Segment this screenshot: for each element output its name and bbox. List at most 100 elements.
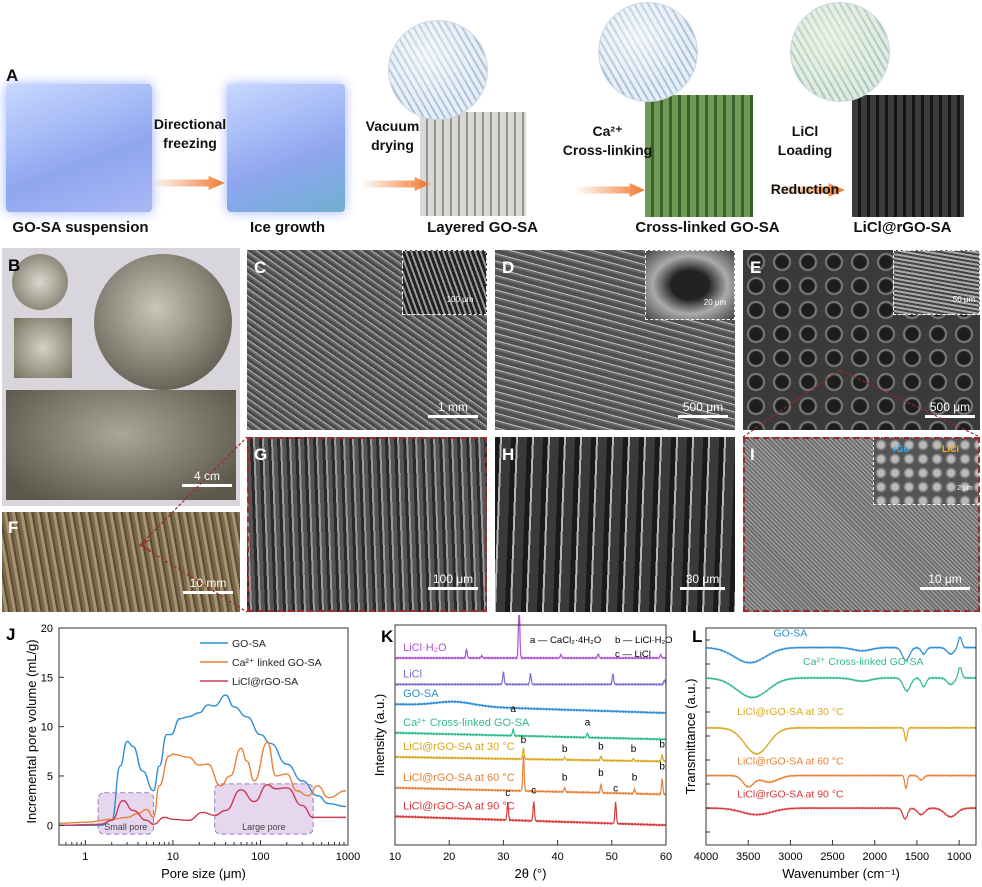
inset-label-licl: LiCl	[942, 444, 959, 454]
panel-label-l: L	[692, 627, 703, 646]
sample-disc-large	[94, 254, 232, 390]
scale-label: 10 μm	[928, 572, 962, 586]
stage-label: Ice growth	[249, 219, 325, 236]
inset-label-rgo: rGo	[893, 444, 910, 454]
step-ca-cross-linking: Ca²⁺ Cross-linking	[560, 122, 655, 160]
zoom-region-border-g	[247, 437, 487, 612]
go-sa-suspension-cube	[6, 84, 152, 212]
scale-label: 2 μm	[957, 485, 973, 492]
stage-label: Layered GO-SA	[427, 219, 538, 236]
series-label: LiCl@rGO-SA at 90 °C	[737, 788, 844, 800]
step-line: Cross-linking	[562, 142, 653, 158]
y-tick-label: 0	[47, 820, 53, 832]
series-label: LiCl@rGO-SA at 60 °C	[403, 772, 515, 784]
series-label: LiCl@rGO-SA at 90 °C	[403, 800, 515, 812]
xrd-pattern	[394, 801, 667, 827]
x-tick-label: 1000	[947, 851, 971, 863]
xrd-pattern	[394, 747, 667, 764]
y-axis-label: Intensity (a.u.)	[372, 694, 387, 776]
peak-marker: b	[631, 744, 637, 755]
ca-molecular-structure-zoom	[598, 2, 698, 102]
y-axis-label: Transmittance (a.u.)	[683, 679, 698, 795]
legend-label: Ca²⁺ linked GO-SA	[232, 657, 322, 669]
phase-key: b — LiCl·H₂O	[615, 635, 673, 646]
y-tick-label: 10	[41, 722, 53, 734]
plot-frame	[394, 624, 667, 846]
xrd-pattern	[394, 671, 667, 687]
zoom-region-border-i	[743, 437, 980, 612]
plot-frame	[58, 627, 349, 846]
phase-key: a — CaCl₂·4H₂O	[530, 635, 601, 646]
series-line-go-sa	[58, 694, 347, 826]
arrow-icon	[575, 183, 645, 197]
scale-bar-i: 10 μm	[920, 572, 970, 590]
ftir-spectrum	[705, 773, 977, 791]
x-axis-label: 2θ (°)	[515, 866, 547, 881]
licl-rgo-sa-block	[852, 95, 964, 217]
peak-marker: c	[505, 788, 510, 799]
panel-label-a: A	[6, 66, 19, 85]
scale-bar-f: 10 mm	[183, 576, 233, 594]
scale-bar-c: 1 mm	[428, 400, 478, 418]
sem-image-h	[495, 437, 735, 612]
step-line: Loading	[777, 142, 833, 158]
peak-marker: b	[598, 768, 604, 779]
panel-label-c: C	[254, 258, 267, 277]
peak-marker: b	[659, 761, 665, 772]
series-label: LiCl@rGO-SA at 30 °C	[737, 706, 844, 718]
peak-marker: c	[531, 786, 536, 797]
peak-marker: a	[510, 704, 516, 715]
panel-label-f: F	[8, 518, 19, 537]
inset-d	[645, 250, 735, 320]
step-licl-loading-reduction: LiCl Loading Reduction	[765, 122, 845, 199]
peak-marker: c	[613, 783, 618, 794]
xrd-pattern	[394, 615, 666, 660]
x-axis-label: Wavenumber (cm⁻¹)	[782, 866, 900, 881]
x-tick-label: 1	[82, 851, 88, 863]
step-directional-freezing: Directional freezing	[145, 115, 235, 153]
ftir-spectrum	[705, 726, 977, 756]
panel-label-i: I	[750, 445, 755, 464]
x-tick-label: 2000	[863, 851, 887, 863]
legend-label: LiCl@rGO-SA	[232, 676, 298, 688]
panel-label-k: K	[381, 627, 394, 646]
x-tick-label: 2500	[820, 851, 844, 863]
y-axis-label: Incremental pore volume (mL/g)	[24, 639, 39, 823]
inset-c	[402, 250, 487, 315]
inset-e	[893, 250, 980, 315]
scale-bar-e: 500 μm	[925, 400, 975, 418]
step-line: LiCl	[791, 123, 819, 139]
peak-marker: a	[585, 717, 591, 728]
scale-label: 1 mm	[438, 400, 468, 414]
panel-label-g: G	[254, 445, 268, 464]
y-tick-label: 20	[41, 623, 53, 635]
scale-label: 50 μm	[952, 295, 976, 304]
cross-linked-go-sa-block	[645, 95, 753, 217]
x-tick-label: 20	[443, 851, 455, 863]
xrd-pattern	[394, 755, 667, 796]
peak-marker: b	[632, 772, 638, 783]
peak-marker: b	[598, 742, 604, 753]
scale-label: 500 μm	[929, 400, 971, 414]
phase-key: c — LiCl	[615, 649, 651, 660]
scale-label: 100 μm	[432, 572, 474, 586]
arrow-icon	[360, 177, 430, 191]
panel-label-e: E	[750, 258, 762, 277]
inset-scale-bar-e: 50 μm	[950, 295, 978, 304]
x-tick-label: 1000	[336, 851, 360, 863]
chart-l-ftir: GO-SA Ca²⁺ Cross-linked GO-SA LiCl@rGO-SA …	[683, 627, 977, 881]
peak-marker: b	[521, 735, 527, 746]
ftir-spectrum	[705, 666, 977, 699]
peak-marker: b	[562, 772, 568, 783]
pore-region-label: Large pore	[242, 822, 286, 832]
pore-region-box	[97, 792, 154, 835]
stage-label: GO-SA suspension	[12, 219, 149, 236]
x-tick-label: 40	[551, 851, 563, 863]
step-line: Reduction	[770, 181, 840, 197]
scale-label: 100 μm	[446, 295, 474, 304]
x-tick-label: 4000	[694, 851, 718, 863]
series-label: LiCl@rGO-SA at 60 °C	[737, 756, 844, 768]
x-tick-label: 1500	[905, 851, 929, 863]
x-tick-label: 30	[497, 851, 509, 863]
panel-label-j: J	[6, 625, 16, 644]
